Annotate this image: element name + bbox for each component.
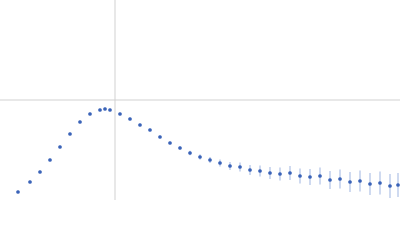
point <box>338 177 342 181</box>
point <box>103 107 107 111</box>
point <box>278 172 282 176</box>
point <box>288 171 292 175</box>
point <box>68 132 72 136</box>
point <box>308 175 312 179</box>
point <box>298 174 302 178</box>
point <box>188 151 192 155</box>
point <box>238 165 242 169</box>
point <box>198 155 202 159</box>
point <box>328 178 332 182</box>
point <box>148 128 152 132</box>
point <box>268 171 272 175</box>
point <box>48 158 52 162</box>
point <box>228 164 232 168</box>
point <box>208 158 212 162</box>
point <box>348 180 352 184</box>
point <box>16 190 20 194</box>
point <box>396 183 400 187</box>
point <box>138 123 142 127</box>
point <box>368 182 372 186</box>
point <box>38 170 42 174</box>
point <box>178 146 182 150</box>
point <box>388 184 392 188</box>
point <box>28 180 32 184</box>
point <box>118 112 122 116</box>
point <box>88 112 92 116</box>
point <box>378 181 382 185</box>
point <box>258 169 262 173</box>
point <box>78 120 82 124</box>
point <box>318 174 322 178</box>
point <box>98 108 102 112</box>
chart <box>0 0 400 200</box>
point <box>158 135 162 139</box>
point <box>168 141 172 145</box>
point <box>128 117 132 121</box>
point <box>358 179 362 183</box>
point <box>108 108 112 112</box>
point <box>58 145 62 149</box>
point <box>218 161 222 165</box>
point <box>248 168 252 172</box>
